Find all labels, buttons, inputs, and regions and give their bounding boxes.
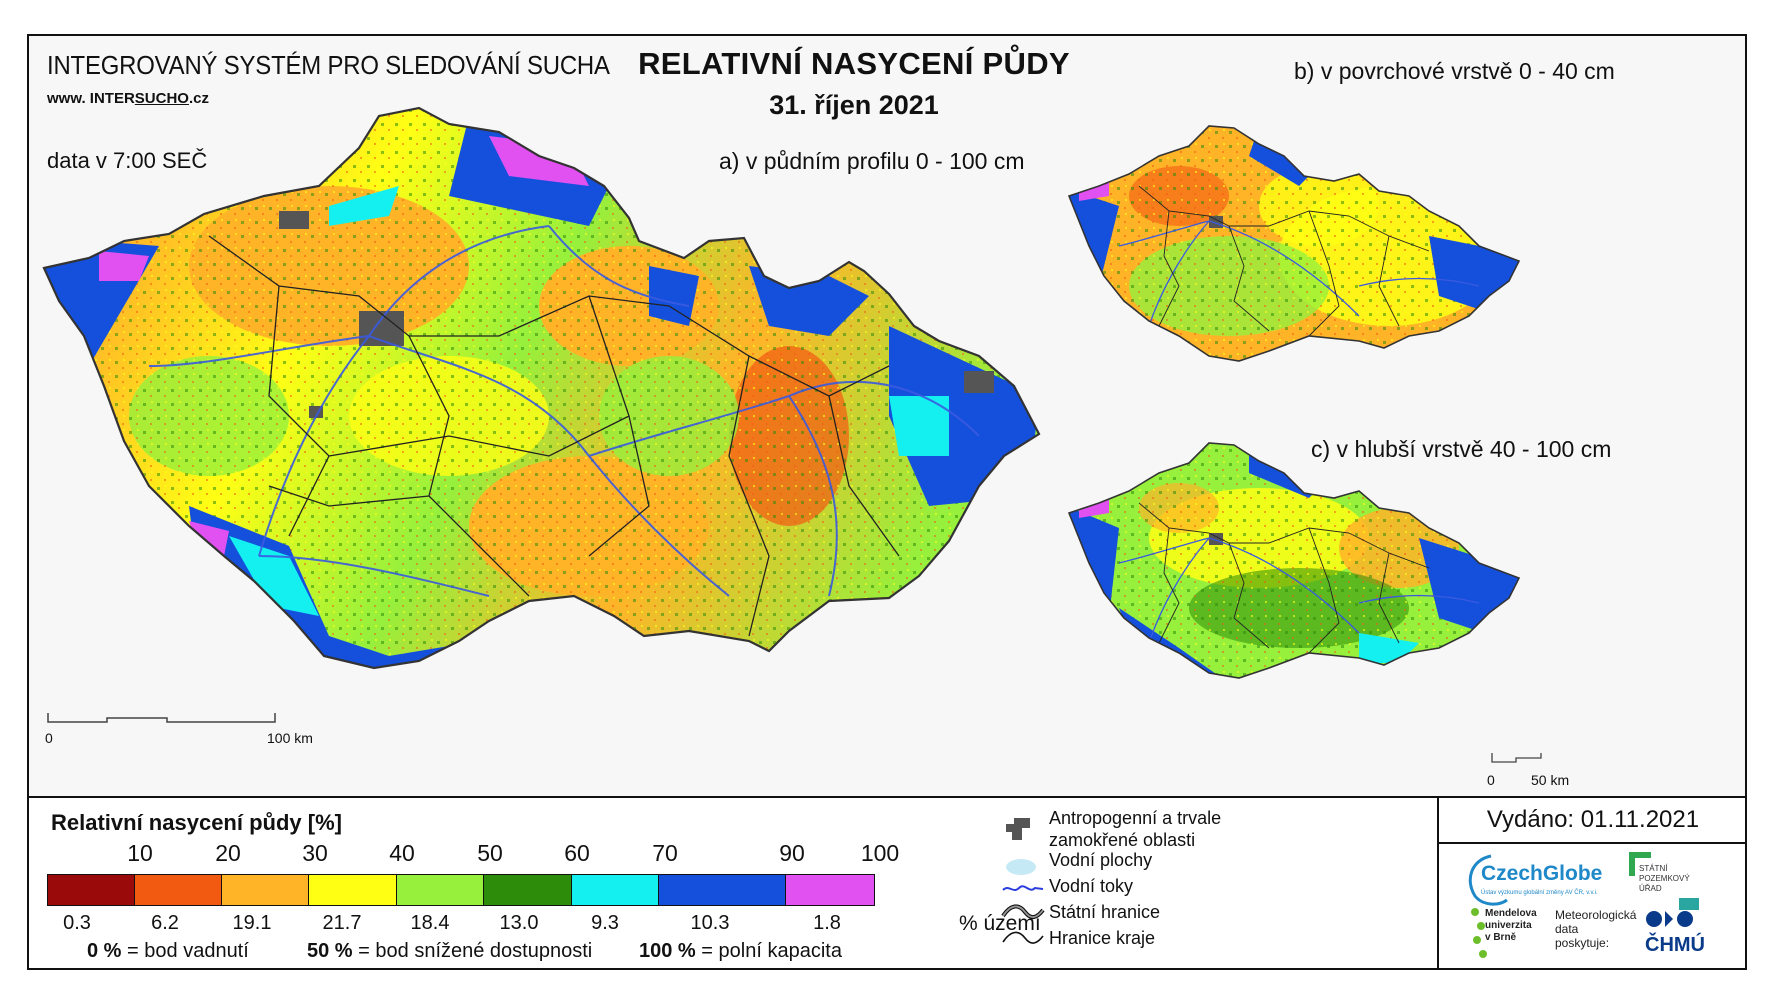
scale-bar-small [1491, 753, 1542, 763]
meteo-line3: poskytuje: [1555, 936, 1610, 950]
map-area: INTEGROVANÝ SYSTÉM PRO SLEDOVÁNÍ SUCHA w… [29, 36, 1745, 796]
legend-anthropogenic-line1: Antropogenní a trvale [1049, 808, 1222, 828]
map-surface-layer [1067, 125, 1521, 362]
scale-small-start: 0 [1487, 772, 1495, 788]
legend-tick: 90 [779, 840, 805, 866]
note-0-value: 0 % [87, 940, 122, 962]
water-course-icon [1002, 885, 1044, 891]
legend-class-percent: 0.3 [63, 912, 91, 934]
note-100-text: = polní kapacita [701, 940, 842, 962]
scale-main-end: 100 km [267, 730, 313, 746]
mendel-line2: univerzita [1485, 920, 1532, 931]
legend-tick: 50 [477, 840, 503, 866]
issue-date: Vydáno: 01.11.2021 [1486, 806, 1700, 833]
legend-class-percent: 9.3 [591, 912, 619, 934]
map-poster: INTEGROVANÝ SYSTÉM PRO SLEDOVÁNÍ SUCHA w… [27, 34, 1747, 970]
note-wilting-point: 0 % = bod vadnutí [87, 940, 249, 963]
data-time: data v 7:00 SEČ [47, 148, 208, 173]
legend-class-swatch [786, 875, 874, 905]
spu-logo-icon [1629, 852, 1651, 876]
note-field-capacity: 100 % = polní kapacita [639, 940, 842, 963]
legend-class-percent: 10.3 [690, 912, 730, 934]
chmu-logo-icon [1646, 911, 1693, 927]
legend-class-swatch [222, 875, 309, 905]
note-0-text: = bod vadnutí [127, 940, 249, 962]
map-a-label: a) v půdním profilu 0 - 100 cm [719, 148, 1025, 174]
scale-small-end: 50 km [1531, 772, 1570, 788]
website-brand: SUCHO [134, 90, 189, 107]
state-border-icon [1001, 904, 1045, 919]
website-suffix: .cz [188, 90, 209, 107]
mendel-line1: Mendelova [1485, 908, 1537, 919]
legend-class-percent: 13.0 [499, 912, 539, 934]
website-link[interactable]: www. INTERSUCHO.cz [47, 90, 209, 107]
legend-class-percent: 19.1 [232, 912, 272, 934]
meteo-provider-text: Meteorologická data poskytuje: [1555, 908, 1636, 950]
legend-state-border: Státní hranice [1049, 902, 1161, 922]
note-100-value: 100 % [639, 940, 696, 962]
legend-tick: 30 [302, 840, 328, 866]
legend-anthropogenic-line2: zamokřené oblasti [1049, 830, 1196, 850]
mendel-line3: v Brně [1485, 932, 1517, 943]
system-name: INTEGROVANÝ SYSTÉM PRO SLEDOVÁNÍ SUCHA [47, 50, 610, 80]
legend-percent-unit: % území [959, 912, 1041, 935]
legend-class-swatch [135, 875, 222, 905]
legend-tick: 10 [127, 840, 153, 866]
mendel-logo: Mendelova univerzita v Brně [1485, 908, 1537, 944]
legend-tick: 20 [215, 840, 241, 866]
map-date: 31. říjen 2021 [769, 90, 939, 120]
legend-class-swatch [309, 875, 397, 905]
legend-class-percent: 21.7 [322, 912, 362, 934]
mendel-dots-icon [1471, 908, 1487, 958]
spu-logo: STÁTNÍ POZEMKOVÝ ÚŘAD [1639, 864, 1690, 894]
note-50-text: = bod snížené dostupnosti [358, 940, 593, 962]
issuer-divider [1439, 842, 1747, 844]
note-reduced-availability: 50 % = bod snížené dostupnosti [307, 940, 592, 963]
region-border-icon [1002, 931, 1044, 944]
legend-water-bodies: Vodní plochy [1049, 850, 1153, 870]
legend-region-border: Hranice kraje [1049, 928, 1156, 948]
note-50-value: 50 % [307, 940, 353, 962]
map-deep-layer [1067, 442, 1521, 679]
czechglobe-subtitle: Ústav výzkumu globální změny AV ČR, v.v.… [1481, 890, 1598, 896]
czechglobe-logo-icon [1468, 854, 1508, 906]
legend-water-courses: Vodní toky [1049, 876, 1134, 896]
spu-mark-icon [1679, 898, 1699, 910]
legend-colorbar [47, 874, 875, 906]
website-prefix: www. INTER [47, 90, 135, 107]
legend-class-swatch [484, 875, 572, 905]
meteo-line2: data [1555, 922, 1579, 936]
legend-class-percent: 18.4 [410, 912, 450, 934]
legend-class-swatch [572, 875, 659, 905]
page-title: RELATIVNÍ NASYCENÍ PŮDY [638, 46, 1070, 81]
anthropogenic-area-icon [1006, 818, 1030, 840]
scale-bar-main [47, 713, 276, 723]
legend-tick: 70 [652, 840, 678, 866]
issuer-panel: Vydáno: 01.11.2021 CzechGlobe Ústav výzk… [1437, 798, 1747, 970]
legend-tick: 40 [389, 840, 415, 866]
spu-line2: POZEMKOVÝ [1639, 874, 1690, 883]
chmu-logo: ČHMÚ [1645, 934, 1705, 956]
legend-class-swatch [659, 875, 786, 905]
map-main-profile [42, 106, 1041, 670]
legend-title: Relativní nasycení půdy [%] [51, 810, 342, 835]
spu-line3: ÚŘAD [1639, 884, 1662, 893]
legend-tick: 60 [564, 840, 590, 866]
legend-class-swatch [48, 875, 135, 905]
spu-line1: STÁTNÍ [1639, 864, 1668, 873]
meteo-line1: Meteorologická [1555, 908, 1637, 922]
scale-main-start: 0 [45, 730, 53, 746]
map-c-label: c) v hlubší vrstvě 40 - 100 cm [1311, 436, 1612, 462]
czechglobe-logo: CzechGlobe [1481, 862, 1603, 885]
legend-panel: Relativní nasycení půdy [%] 10 20 30 40 … [29, 796, 1747, 970]
water-body-icon [1006, 859, 1036, 875]
legend-class-percent: 1.8 [813, 912, 841, 934]
legend-class-percent: 6.2 [151, 912, 179, 934]
map-b-label: b) v povrchové vrstvě 0 - 40 cm [1294, 58, 1615, 84]
legend-tick: 100 [860, 840, 900, 866]
legend-class-swatch [397, 875, 484, 905]
